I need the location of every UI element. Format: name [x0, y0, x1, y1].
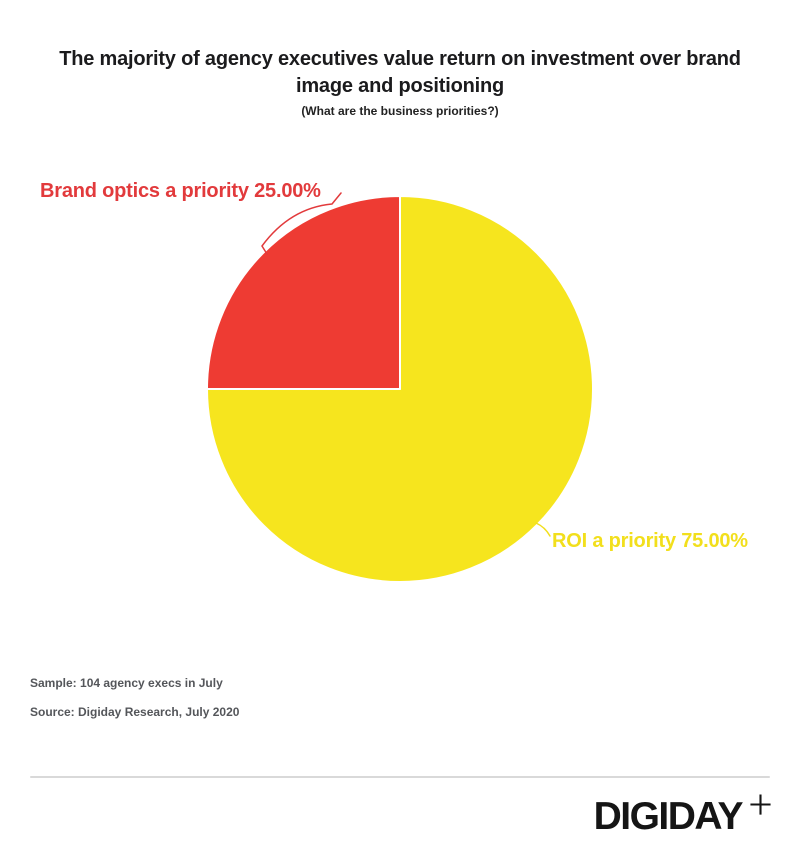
digiday-logo-text: DIGIDAY: [593, 795, 744, 838]
chart-subtitle: (What are the business priorities?): [301, 104, 499, 118]
source-note: Source: Digiday Research, July 2020: [30, 705, 240, 719]
footer-divider: [30, 776, 770, 778]
digiday-logo: DIGIDAY: [593, 794, 772, 838]
plus-icon: [750, 794, 771, 815]
pie-label-roi: ROI a priority 75.00%: [552, 530, 748, 552]
pie-label-brand-optics: Brand optics a priority 25.00%: [40, 180, 321, 202]
leader-line-roi: [535, 522, 551, 537]
chart-title: The majority of agency executives value …: [0, 46, 800, 100]
leader-line-brand-optics: [261, 192, 342, 255]
pie-slice-brand-optics: [206, 195, 401, 390]
chart-title-line1: The majority of agency executives value …: [59, 48, 741, 71]
chart-title-line2: image and positioning: [295, 75, 505, 98]
sample-note: Sample: 104 agency execs in July: [30, 676, 223, 690]
pie-slice-roi: [206, 195, 594, 583]
